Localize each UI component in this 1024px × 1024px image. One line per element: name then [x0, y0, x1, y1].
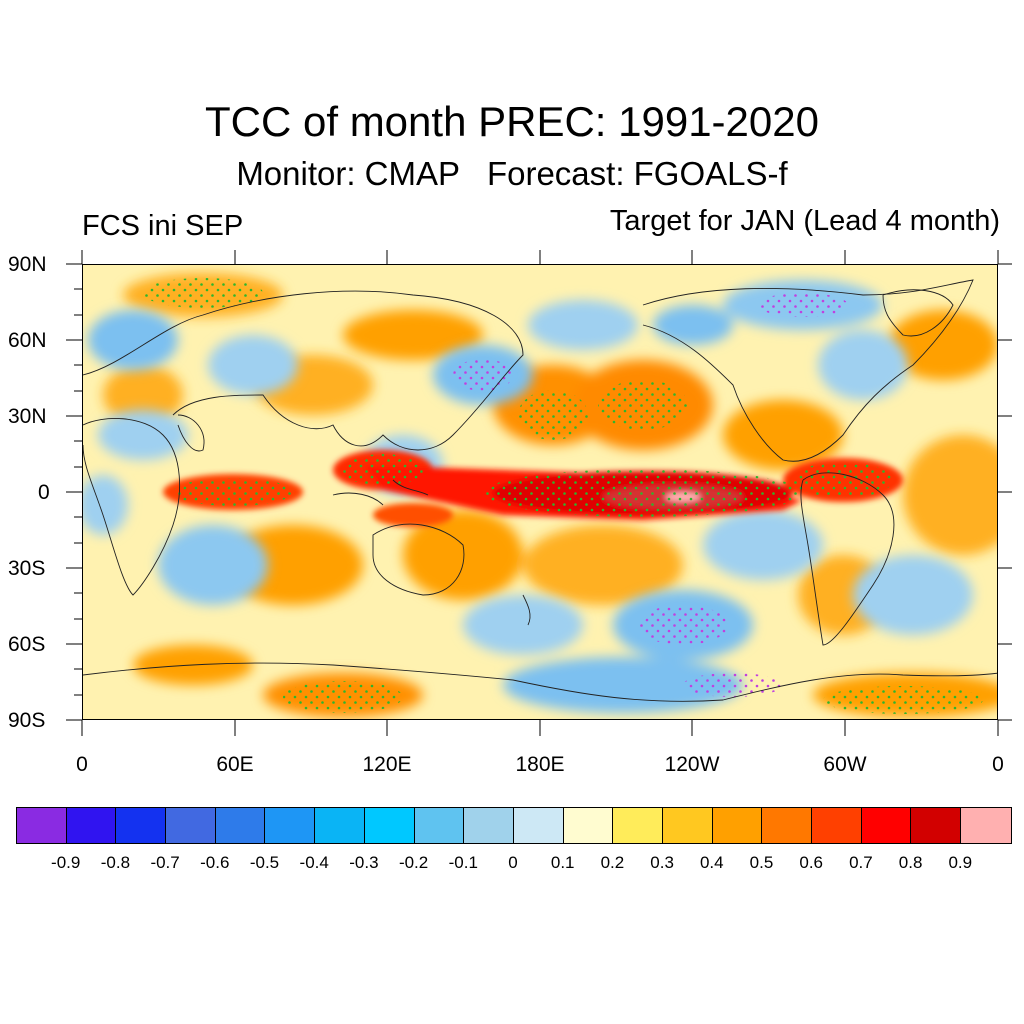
- lon-label-0-end: 0: [992, 753, 1004, 776]
- lon-label-180e: 180E: [515, 753, 565, 776]
- lon-label-120e: 120E: [362, 753, 412, 776]
- colorbar-swatch: [812, 808, 862, 843]
- colorbar-swatch: [315, 808, 365, 843]
- colorbar-swatch: [513, 808, 564, 843]
- colorbar-swatch: [265, 808, 316, 843]
- lat-label-90s: 90S: [8, 709, 46, 732]
- colorbar-swatch: [662, 808, 713, 843]
- colorbar-label: 0.4: [699, 853, 724, 872]
- colorbar-swatch: [961, 808, 1011, 843]
- colorbar-label: -0.1: [448, 853, 478, 872]
- colorbar-swatch: [17, 808, 67, 843]
- lon-label-60e: 60E: [216, 753, 254, 776]
- colorbar-swatch: [414, 808, 465, 843]
- plot-subtitle: Monitor: CMAP Forecast: FGOALS-f: [236, 155, 788, 192]
- colorbar-swatch: [613, 808, 663, 843]
- left-label: FCS ini SEP: [82, 210, 244, 242]
- lon-label-120w: 120W: [664, 753, 720, 776]
- colorbar-label: 0.7: [849, 853, 873, 872]
- colorbar-label: -0.3: [349, 853, 379, 872]
- colorbar: [16, 807, 1012, 844]
- colorbar-swatch: [66, 808, 117, 843]
- colorbar-swatch: [166, 808, 216, 843]
- colorbar-label: -0.7: [150, 853, 180, 872]
- colorbar-label: 0.2: [600, 853, 625, 872]
- colorbar-label: 0: [508, 853, 518, 872]
- colorbar-label: 0.8: [898, 853, 923, 872]
- lon-label-60w: 60W: [823, 753, 867, 776]
- colorbar-swatch: [712, 808, 763, 843]
- colorbar-swatch: [762, 808, 812, 843]
- colorbar-label: -0.2: [398, 853, 429, 872]
- colorbar-label: -0.6: [200, 853, 230, 872]
- colorbar-swatch: [364, 808, 415, 843]
- colorbar-swatch: [911, 808, 962, 843]
- colorbar-label: 0.6: [799, 853, 823, 872]
- lon-label-0: 0: [76, 753, 88, 776]
- colorbar-label: 0.5: [749, 853, 774, 872]
- colorbar-label: -0.5: [249, 853, 280, 872]
- colorbar-label: -0.4: [299, 853, 329, 872]
- colorbar-label: -0.9: [51, 853, 81, 872]
- colorbar-label: 0.1: [550, 853, 575, 872]
- right-label: Target for JAN (Lead 4 month): [609, 205, 1000, 237]
- lat-label-eq: 0: [38, 481, 50, 504]
- lat-label-60n: 60N: [8, 329, 47, 352]
- colorbar-swatch: [215, 808, 266, 843]
- colorbar-label: -0.8: [100, 853, 131, 872]
- coastlines: [83, 279, 997, 702]
- colorbar-swatch: [116, 808, 167, 843]
- colorbar-label: 0.3: [650, 853, 674, 872]
- colorbar-swatch: [861, 808, 912, 843]
- colorbar-label: 0.9: [948, 853, 973, 872]
- lat-label-60s: 60S: [8, 633, 46, 656]
- lat-label-30s: 30S: [8, 557, 46, 580]
- colorbar-swatch: [563, 808, 614, 843]
- lat-label-30n: 30N: [8, 405, 47, 428]
- tcc-map: [82, 264, 998, 720]
- significance-stipple: [143, 278, 983, 714]
- colorbar-swatch: [464, 808, 514, 843]
- lat-label-90n: 90N: [8, 253, 47, 276]
- plot-title: TCC of month PREC: 1991-2020: [205, 98, 819, 145]
